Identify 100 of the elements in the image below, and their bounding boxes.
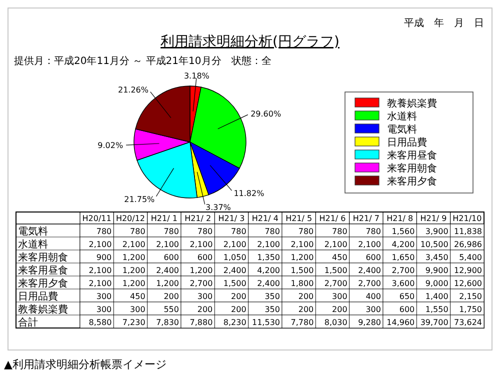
legend-label: 来客用昼食 [387,150,437,162]
text: ▲利用請求明細分析帳票イメージ [4,358,166,371]
data-label: 1,050 [223,253,246,262]
y-tick-label: 水道料 [18,238,48,250]
x-tick-label: H21/ 3 [218,214,245,223]
data-label: 1,200 [122,279,146,288]
data-label: 2,700 [190,279,213,288]
data-label: 4,200 [392,240,415,249]
data-label: 11,838 [454,227,482,236]
data-label: 39,700 [420,318,448,327]
x-tick-label: H21/10 [452,214,482,223]
x-tick-label: H21/ 1 [150,214,178,223]
data-label: 200 [197,305,213,314]
data-label: 1,500 [324,266,348,275]
data-label: 1,750 [459,305,482,314]
data-label: 7,830 [156,318,179,327]
data-label: 1,400 [425,292,448,301]
x-tick-label: H21/ 8 [386,214,414,223]
data-label: 2,400 [257,279,280,288]
data-label: 10,500 [420,240,448,249]
data-label: 12,600 [454,279,482,288]
data-label: 2,100 [290,240,314,249]
data-label: 26,986 [454,240,482,249]
data-label: 14,960 [386,318,415,327]
data-label: 400 [366,292,381,301]
data-label: 8,230 [223,318,246,327]
data-label: 7,880 [190,318,213,327]
data-label: 300 [197,292,213,301]
data-label: 7,230 [122,318,146,327]
data-label: 1,200 [290,253,314,262]
data-label: 1,550 [425,305,448,314]
data-label: 9.02% [98,141,124,150]
data-label: 300 [96,292,112,301]
legend-label: 水道料 [387,110,417,122]
data-label: 200 [231,305,246,314]
data-label: 450 [332,253,348,262]
data-label: 11.82% [234,188,265,198]
data-label: 2,400 [358,266,381,275]
data-label: 200 [231,292,246,301]
data-label: 650 [399,292,415,301]
data-label: 2,700 [324,279,348,288]
data-label: 350 [264,292,280,301]
data-label: 9,280 [358,318,381,327]
data-label: 780 [96,227,112,236]
x-tick-label: H21/ 2 [184,214,212,223]
data-label: 1,200 [122,266,146,275]
data-label: 1,200 [156,279,179,288]
x-tick-label: H21/ 6 [319,214,346,223]
data-label: 2,100 [156,240,179,249]
data-label: 780 [197,227,213,236]
data-label: 9,900 [425,266,448,275]
y-tick-label: 来客用朝食 [18,252,68,264]
x-tick-label: H21/ 4 [252,214,278,223]
y-tick-label: 教養娯楽費 [18,304,68,316]
x-tick-label: H21/ 7 [352,214,380,223]
data-label: 2,100 [88,240,112,249]
data-label: 2,700 [358,279,381,288]
data-label: 1,500 [290,266,314,275]
legend-label: 日用品費 [387,136,427,148]
data-label: 780 [231,227,246,236]
data-label: 9,000 [425,279,448,288]
data-label: 2,100 [324,240,348,249]
data-label: 8,030 [324,318,348,327]
x-tick-label: H21/ 9 [420,214,447,223]
data-label: 5,400 [459,253,482,262]
data-label: 2,700 [392,266,415,275]
x-tick-label: H21/ 5 [286,214,312,223]
data-label: 2,400 [223,266,246,275]
data-label: 3,600 [392,279,415,288]
data-label: 1,200 [122,253,146,262]
data-label: 600 [399,305,415,314]
y-tick-label: 来客用夕食 [18,278,68,290]
data-label: 2,100 [190,240,213,249]
data-label: 900 [96,253,112,262]
data-label: 2,150 [459,292,482,301]
data-label: 2,100 [257,240,280,249]
data-label: 780 [130,227,146,236]
legend-label: 来客用朝食 [387,162,437,174]
data-label: 3,450 [425,253,448,262]
data-label: 11,530 [252,318,280,327]
data-label: 780 [298,227,314,236]
data-label: 780 [164,227,179,236]
data-label: 450 [130,292,146,301]
x-tick-label: H20/12 [116,214,146,223]
data-label: 2,100 [358,240,381,249]
data-label: 8,580 [88,318,112,327]
data-label: 300 [130,305,146,314]
data-label: 200 [164,292,179,301]
data-label: 2,100 [88,266,112,275]
data-label: 73,624 [454,318,482,327]
data-label: 2,100 [122,240,146,249]
data-label: 550 [164,305,179,314]
data-label: 300 [96,305,112,314]
data-label: 200 [298,305,314,314]
data-label: 3,900 [425,227,448,236]
data-label: 2,400 [156,266,179,275]
data-label: 300 [366,305,381,314]
data-label: 1,350 [257,253,280,262]
data-label: 12,900 [454,266,482,275]
data-label: 780 [366,227,381,236]
